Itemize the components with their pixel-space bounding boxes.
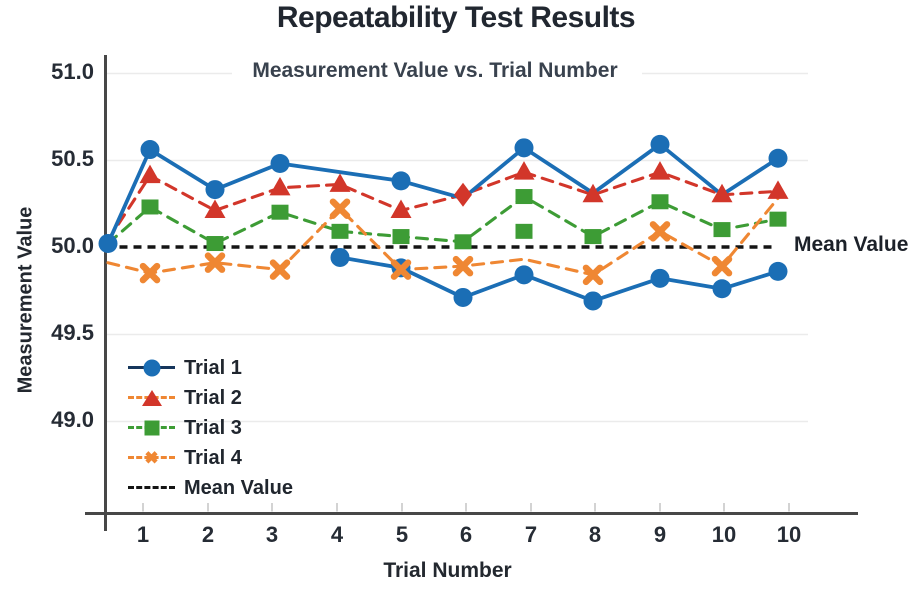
legend-sample-trial-3 — [128, 417, 175, 439]
legend-label: Trial 1 — [184, 356, 242, 379]
mean-line-label: Mean Value — [794, 233, 909, 256]
triangle-marker-icon — [141, 390, 162, 406]
trial-2-marker — [582, 183, 604, 203]
legend-label: Trial 2 — [184, 386, 242, 409]
legend-line-dashed — [128, 486, 175, 489]
x-tick-label: 8 — [588, 522, 602, 547]
x-tick-label: 9 — [653, 522, 667, 547]
trial-1-line — [338, 255, 780, 303]
legend-sample-trial-1 — [128, 357, 175, 379]
trial-2-marker — [711, 183, 733, 203]
trial-1-marker — [768, 148, 788, 168]
legend-item-mean-value: Mean Value — [128, 473, 293, 503]
trial-1-marker — [140, 140, 160, 160]
trial-2-marker — [269, 176, 291, 196]
trial-1-marker — [650, 134, 670, 154]
trial-2-line — [106, 170, 780, 242]
trial-3-marker — [584, 229, 602, 245]
trial-1-marker — [391, 171, 411, 191]
x-marker-icon: ✖ — [144, 448, 159, 468]
trial-2-marker — [204, 199, 226, 218]
trial-4-marker — [329, 198, 351, 219]
trial-1-marker — [583, 291, 603, 311]
trial-1-marker — [768, 261, 788, 281]
trial-1-marker — [270, 153, 290, 173]
chart-title: Repeatability Test Results — [276, 1, 636, 34]
circle-marker-icon — [143, 359, 160, 377]
trial-3-marker-extra — [515, 223, 533, 239]
y-tick-label: 49.5 — [51, 320, 94, 345]
y-tick-label: 50.0 — [51, 233, 94, 258]
x-axis-label: Trial Number — [383, 559, 512, 582]
trial-1-marker — [453, 287, 473, 307]
trial-4-marker — [452, 255, 474, 277]
trial-2-marker — [139, 164, 161, 184]
trial-1-marker — [514, 138, 534, 158]
trial-4-marker — [269, 259, 291, 280]
trial-3-line — [106, 194, 780, 246]
trial-1-marker — [330, 247, 350, 267]
legend-item-trial-4: ✖ Trial 4 — [128, 443, 293, 473]
trial-4-marker — [711, 255, 733, 277]
x-tick-label: 6 — [459, 522, 473, 547]
legend-sample-trial-4: ✖ — [128, 447, 175, 469]
x-tick-label: 1 — [136, 522, 150, 547]
trial-2-marker — [649, 161, 671, 180]
x-tick-label: 2 — [201, 522, 215, 547]
x-tick-label: 3 — [265, 522, 279, 547]
trial-3-marker — [515, 189, 533, 205]
x-tick-label: 10 — [711, 522, 737, 547]
legend-item-trial-3: Trial 3 — [128, 413, 293, 443]
trial-4-marker — [582, 264, 604, 286]
trial-2-marker — [454, 182, 472, 207]
legend-item-trial-1: Trial 1 — [128, 353, 293, 383]
x-tick-label: 5 — [395, 522, 409, 547]
legend-label: Trial 3 — [184, 416, 242, 439]
trial-3-marker — [331, 223, 349, 239]
trial-1-marker — [205, 180, 225, 200]
legend: Trial 1 Trial 2 Trial 3 ✖ Trial 4 — [128, 353, 293, 503]
x-tick-label: 7 — [524, 522, 538, 547]
x-tick-label: 4 — [330, 522, 344, 547]
legend-item-trial-2: Trial 2 — [128, 383, 293, 413]
trial-2-marker — [390, 199, 412, 218]
trial-2-marker — [329, 173, 351, 192]
x-tick-label: 10 — [776, 522, 802, 547]
trial-2-marker — [513, 161, 535, 180]
trial-4-marker — [390, 259, 412, 280]
trial-1-marker — [514, 265, 534, 285]
trial-1-marker — [712, 279, 732, 299]
trial-3-marker — [206, 236, 224, 252]
trial-4-marker — [204, 252, 226, 273]
legend-label: Trial 4 — [184, 446, 242, 469]
trial-3-marker — [271, 204, 289, 220]
trial-1-marker — [98, 234, 118, 254]
trial-1-marker — [650, 268, 670, 288]
trial-4-marker — [139, 262, 161, 284]
trial-3-marker — [651, 194, 669, 210]
legend-label: Mean Value — [184, 476, 293, 499]
chart-subtitle: Measurement Value vs. Trial Number — [252, 59, 618, 82]
y-tick-label: 51.0 — [51, 59, 94, 84]
trial-3-marker — [454, 234, 472, 250]
trial-2-marker — [767, 180, 789, 199]
legend-line-dashed — [128, 456, 175, 459]
y-tick-label: 49.0 — [51, 407, 94, 432]
trial-3-marker — [713, 222, 731, 238]
legend-sample-mean — [128, 477, 175, 499]
trial-3-marker — [392, 229, 410, 245]
trial-3-marker — [769, 211, 787, 227]
legend-sample-trial-2 — [128, 387, 175, 409]
y-tick-label: 50.5 — [51, 146, 94, 171]
trial-4-marker — [649, 221, 671, 242]
trial-3-marker — [141, 199, 159, 215]
trial-4-line — [106, 196, 780, 277]
square-marker-icon — [144, 420, 159, 436]
